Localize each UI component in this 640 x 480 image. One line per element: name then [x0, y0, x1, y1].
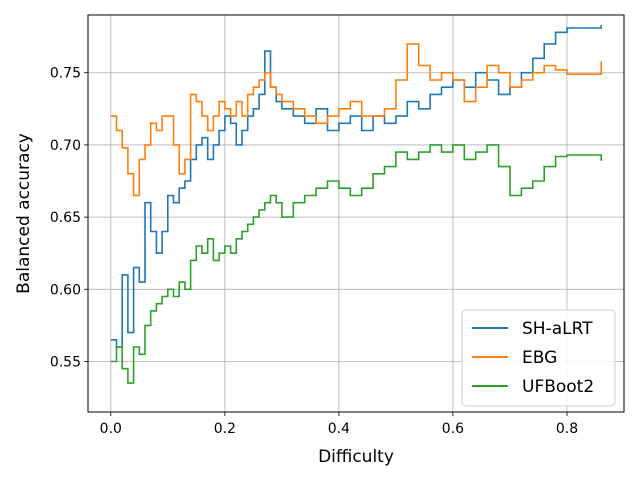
y-axis-label: Balanced accuracy [14, 133, 34, 294]
y-tick-label: 0.65 [50, 210, 81, 226]
x-axis-ticks: 0.0 0.2 0.4 0.6 0.8 [100, 412, 578, 437]
legend: SH-aLRT EBG UFBoot2 [461, 309, 616, 407]
x-tick-label: 0.0 [100, 421, 122, 437]
x-tick-label: 0.2 [214, 421, 236, 437]
x-tick-label: 0.6 [442, 421, 464, 437]
x-tick-label: 0.4 [328, 421, 350, 437]
x-tick-label: 0.8 [556, 421, 578, 437]
x-axis-label: Difficulty [318, 447, 394, 467]
legend-box [461, 309, 616, 407]
series-line-ufboot2 [110, 144, 602, 384]
y-tick-label: 0.60 [50, 282, 81, 298]
y-tick-label: 0.75 [50, 66, 81, 82]
y-axis-ticks: 0.55 0.60 0.65 0.70 0.75 [50, 66, 88, 370]
series-line-ebg [110, 43, 602, 197]
series-lines [110, 25, 602, 384]
series-line-sh-alrt [110, 25, 602, 348]
legend-label: UFBoot2 [522, 377, 594, 397]
legend-label: EBG [522, 348, 557, 368]
y-tick-label: 0.55 [50, 354, 81, 370]
y-tick-label: 0.70 [50, 138, 81, 154]
legend-label: SH-aLRT [522, 319, 593, 339]
plot-frame [87, 14, 625, 413]
